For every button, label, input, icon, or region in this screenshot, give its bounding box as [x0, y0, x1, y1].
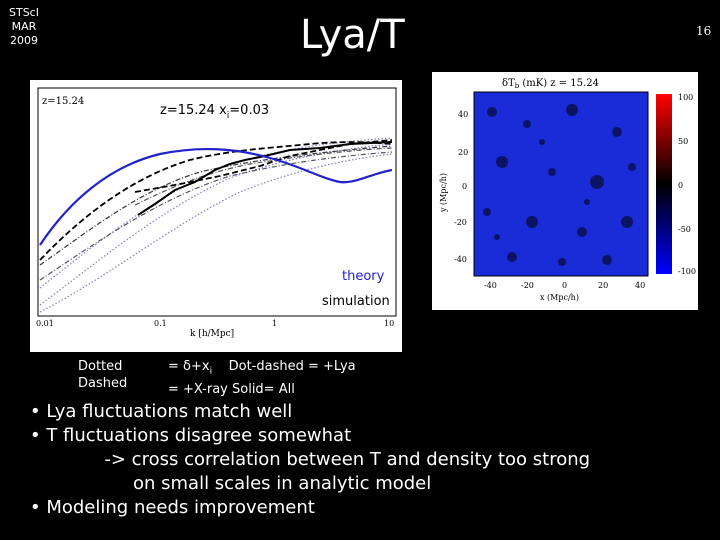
x-tick-label: 0: [562, 281, 567, 290]
theory-label: theory: [342, 269, 385, 284]
theory-curve: [39, 148, 393, 246]
power-spectrum-plot: z=15.24 z=15.24 xi=0.03 theory simulatio…: [30, 80, 402, 352]
x-tick-label: 0.1: [154, 319, 167, 328]
bullet-item: on small scales in analytic model: [30, 473, 432, 494]
x-tick-label: -20: [521, 281, 534, 290]
dot-dashed-curve: [39, 151, 393, 281]
brightness-map-svg: δTb (mK) z = 15.24 100 50 0 -50 -100 40 …: [439, 78, 696, 302]
dotted-curve: [39, 143, 393, 306]
legend-right: = δ+xi Dot-dashed = +Lya = +X-ray Solid=…: [168, 358, 356, 398]
legend-row2: = +X-ray Solid= All: [168, 381, 295, 397]
y-axis-label: y (Mpc/h): [439, 173, 448, 213]
conference-line: 2009: [10, 34, 38, 47]
bullet-item: • Lya fluctuations match well: [30, 401, 293, 422]
power-spectrum-svg: z=15.24 z=15.24 xi=0.03 theory simulatio…: [36, 87, 397, 339]
x-axis-label: k [h/Mpc]: [190, 329, 234, 339]
y-tick-label: 0: [462, 182, 467, 191]
colorbar-tick: 100: [678, 93, 693, 102]
bullet-item: • T fluctuations disagree somewhat: [30, 425, 352, 446]
legend-dotted: Dotted: [78, 359, 123, 374]
y-tick-label: -20: [454, 218, 467, 227]
x-tick-label: 20: [598, 281, 608, 290]
x-axis-label: x (Mpc/h): [540, 293, 579, 302]
annotation-label: z=15.24 xi=0.03: [160, 103, 269, 121]
legend-left: Dotted Dashed: [78, 358, 127, 392]
colorbar-tick: 0: [678, 181, 683, 190]
x-tick-label: 40: [635, 281, 645, 290]
colorbar: [656, 94, 672, 274]
conference-label: STScI MAR 2009: [4, 6, 44, 48]
x-tick-label: 0.01: [36, 319, 54, 328]
legend-dashed: Dashed: [78, 376, 128, 391]
plot-frame: [37, 87, 397, 317]
simulation-curve: [137, 141, 393, 216]
map-title: δTb (mK) z = 15.24: [502, 78, 599, 90]
colorbar-tick: 50: [678, 137, 688, 146]
simulation-label: simulation: [322, 294, 390, 309]
slide-title: Lya/T: [300, 12, 405, 58]
x-tick-label: 1: [272, 319, 277, 328]
bullet-item: • Modeling needs improvement: [30, 497, 315, 518]
corner-label: z=15.24: [42, 96, 84, 107]
bullet-item: -> cross correlation between T and densi…: [30, 449, 591, 470]
slide-number: 16: [696, 24, 712, 38]
brightness-map-plot: δTb (mK) z = 15.24 100 50 0 -50 -100 40 …: [432, 72, 698, 310]
map-field: [474, 92, 648, 276]
dot-dashed-curve: [134, 147, 393, 206]
colorbar-tick: -100: [678, 267, 696, 276]
y-tick-label: 40: [458, 110, 468, 119]
x-tick-label: 10: [384, 319, 394, 328]
x-tick-label: -40: [484, 281, 497, 290]
legend-row1: = δ+xi Dot-dashed = +Lya: [168, 359, 356, 377]
bullet-list: • Lya fluctuations match well • T fluctu…: [30, 400, 590, 520]
dashed-curve: [39, 141, 393, 261]
map-frame: [473, 91, 649, 277]
dotted-curve: [39, 137, 393, 289]
dotted-curve: [39, 153, 393, 313]
map-features: [483, 104, 636, 266]
y-tick-label: 20: [458, 148, 468, 157]
conference-line: STScI: [9, 6, 39, 19]
conference-line: MAR: [11, 20, 37, 33]
dot-dashed-curve: [39, 145, 393, 266]
y-tick-label: -40: [454, 255, 467, 264]
colorbar-tick: -50: [678, 225, 691, 234]
